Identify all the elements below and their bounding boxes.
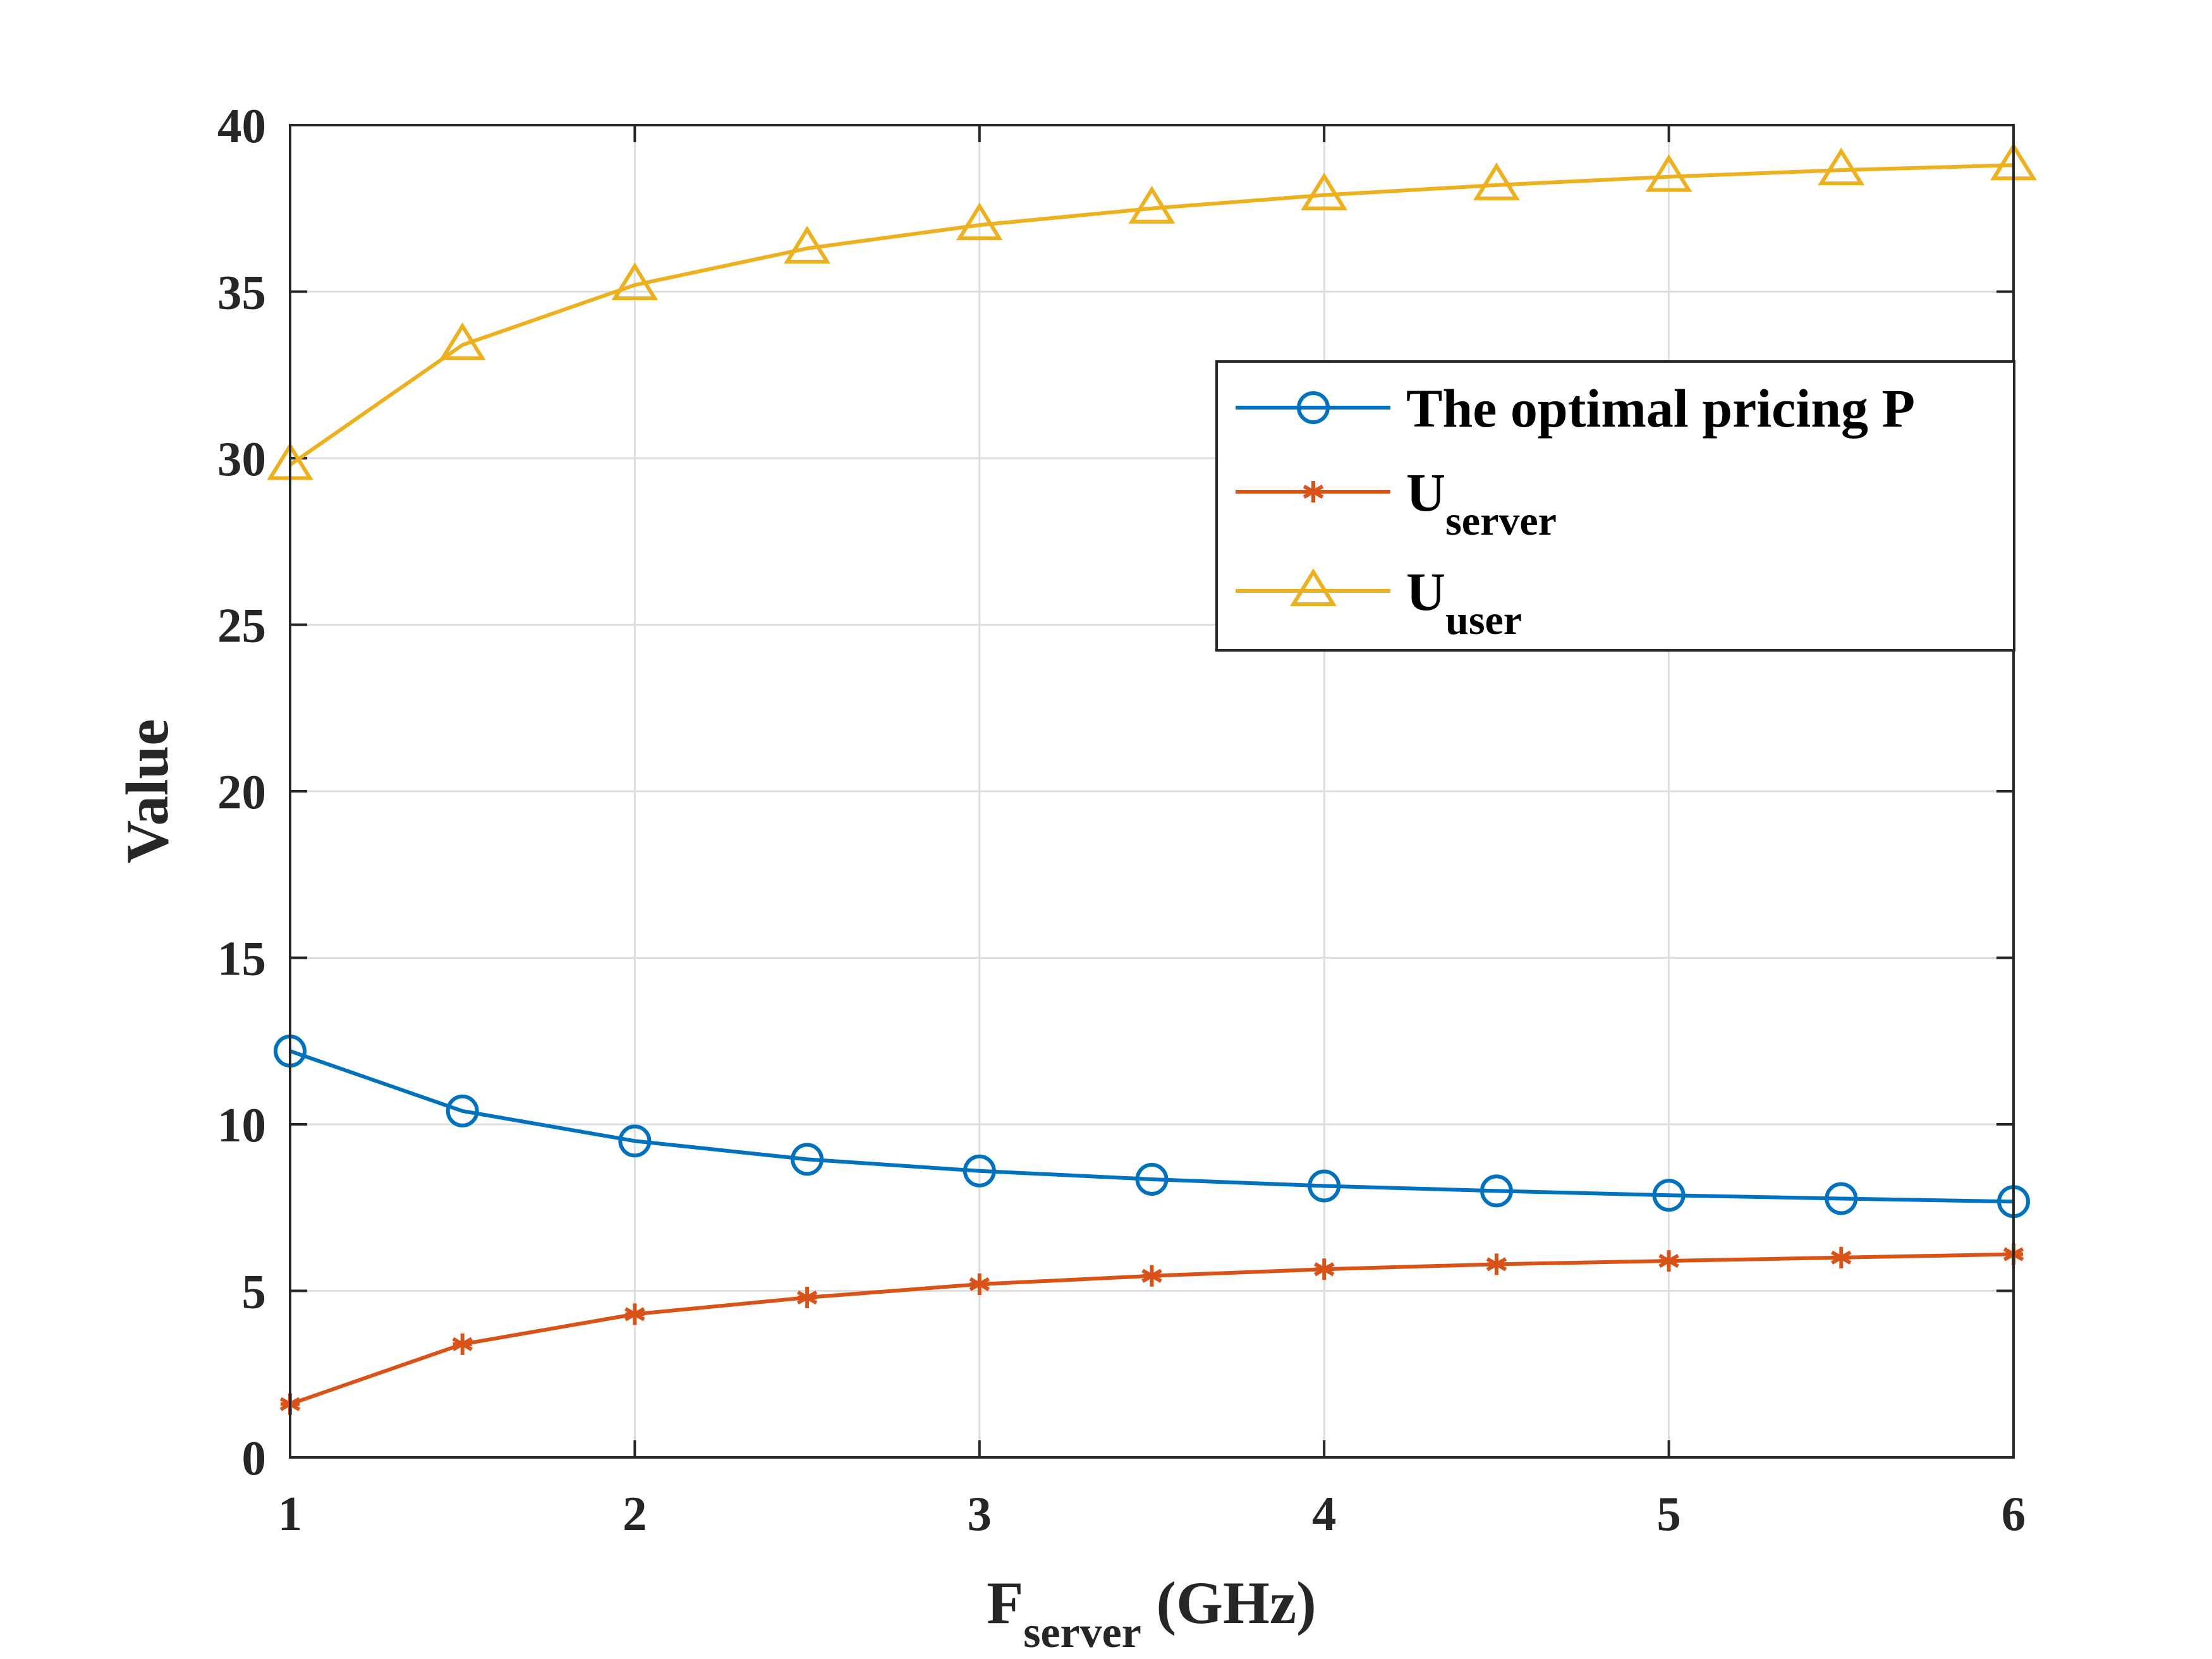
data-point [1645, 154, 1692, 192]
data-point [1486, 1253, 1507, 1275]
data-point [1658, 1250, 1679, 1272]
data-point [624, 1303, 645, 1325]
tick-labels: 1 2 3 4 5 6 0 5 10 15 20 25 30 35 40 [217, 99, 2026, 1541]
data-point [791, 1143, 824, 1176]
legend-label-main: U [1406, 561, 1445, 622]
y-tick-label: 35 [217, 265, 266, 320]
data-point [1308, 1169, 1341, 1203]
plot-frame [289, 124, 2015, 1459]
legend-entry-1: The optimal pricing P [1236, 378, 1915, 439]
y-tick-label: 40 [217, 99, 266, 153]
x-axis-label: Fserver (GHz) [987, 1569, 1316, 1657]
legend-marker [1297, 391, 1330, 424]
data-point [1128, 186, 1176, 224]
y-axis-label: Value [114, 719, 181, 864]
legend-entry-3: Uuser [1236, 561, 1522, 643]
y-tick-label: 5 [242, 1265, 267, 1319]
series-3 [267, 142, 2037, 480]
x-axis-label-main: F [987, 1569, 1023, 1636]
legend-box [1215, 360, 2015, 652]
legend-label-main: The optimal pricing P [1406, 378, 1915, 439]
data-point [1473, 162, 1520, 200]
y-tick-label: 10 [217, 1098, 266, 1152]
legend-label: Uuser [1406, 561, 1522, 643]
data-point [1135, 1162, 1169, 1196]
y-tick-label: 30 [217, 432, 266, 486]
data-point [439, 322, 486, 360]
legend-entry-2: Userver [1236, 462, 1557, 544]
legend-label: Userver [1406, 462, 1557, 544]
data-point [1313, 1258, 1335, 1280]
legend-label-sub: server [1445, 498, 1557, 544]
y-tick-label: 15 [217, 932, 266, 986]
x-tick-label: 4 [1312, 1486, 1337, 1541]
legend-marker [1303, 481, 1324, 502]
data-point [446, 1094, 479, 1127]
data-point [1480, 1174, 1513, 1208]
x-tick-label: 3 [968, 1486, 992, 1541]
data-point [1818, 147, 1865, 186]
legend-label: The optimal pricing P [1406, 378, 1915, 439]
series-line [289, 1049, 2014, 1204]
data-point [1825, 1182, 1858, 1215]
data-point [1831, 1246, 1852, 1268]
legend-label-main: U [1406, 462, 1445, 523]
data-point [618, 1124, 652, 1158]
x-tick-label: 1 [278, 1486, 303, 1541]
y-tick-label: 0 [242, 1431, 267, 1485]
legend-marker [1290, 568, 1337, 606]
data-point [796, 1287, 818, 1309]
data-point [963, 1154, 996, 1188]
data-point [1141, 1265, 1162, 1287]
data-point [1652, 1179, 1686, 1212]
data-point [1301, 172, 1348, 210]
series-line [289, 163, 2014, 467]
data-point [611, 262, 659, 300]
x-axis-label-rest: (GHz) [1141, 1569, 1316, 1636]
x-tick-label: 6 [2002, 1486, 2026, 1541]
data-point [452, 1333, 473, 1355]
legend-label-sub: user [1445, 597, 1522, 643]
data-point [784, 226, 830, 264]
x-tick-label: 2 [623, 1486, 647, 1541]
data-point [969, 1273, 990, 1295]
x-axis-label-sub: server [1023, 1608, 1141, 1657]
y-tick-label: 20 [217, 765, 266, 819]
x-tick-label: 5 [1656, 1486, 1681, 1541]
data-point [956, 202, 1003, 241]
y-tick-label: 25 [217, 599, 266, 653]
